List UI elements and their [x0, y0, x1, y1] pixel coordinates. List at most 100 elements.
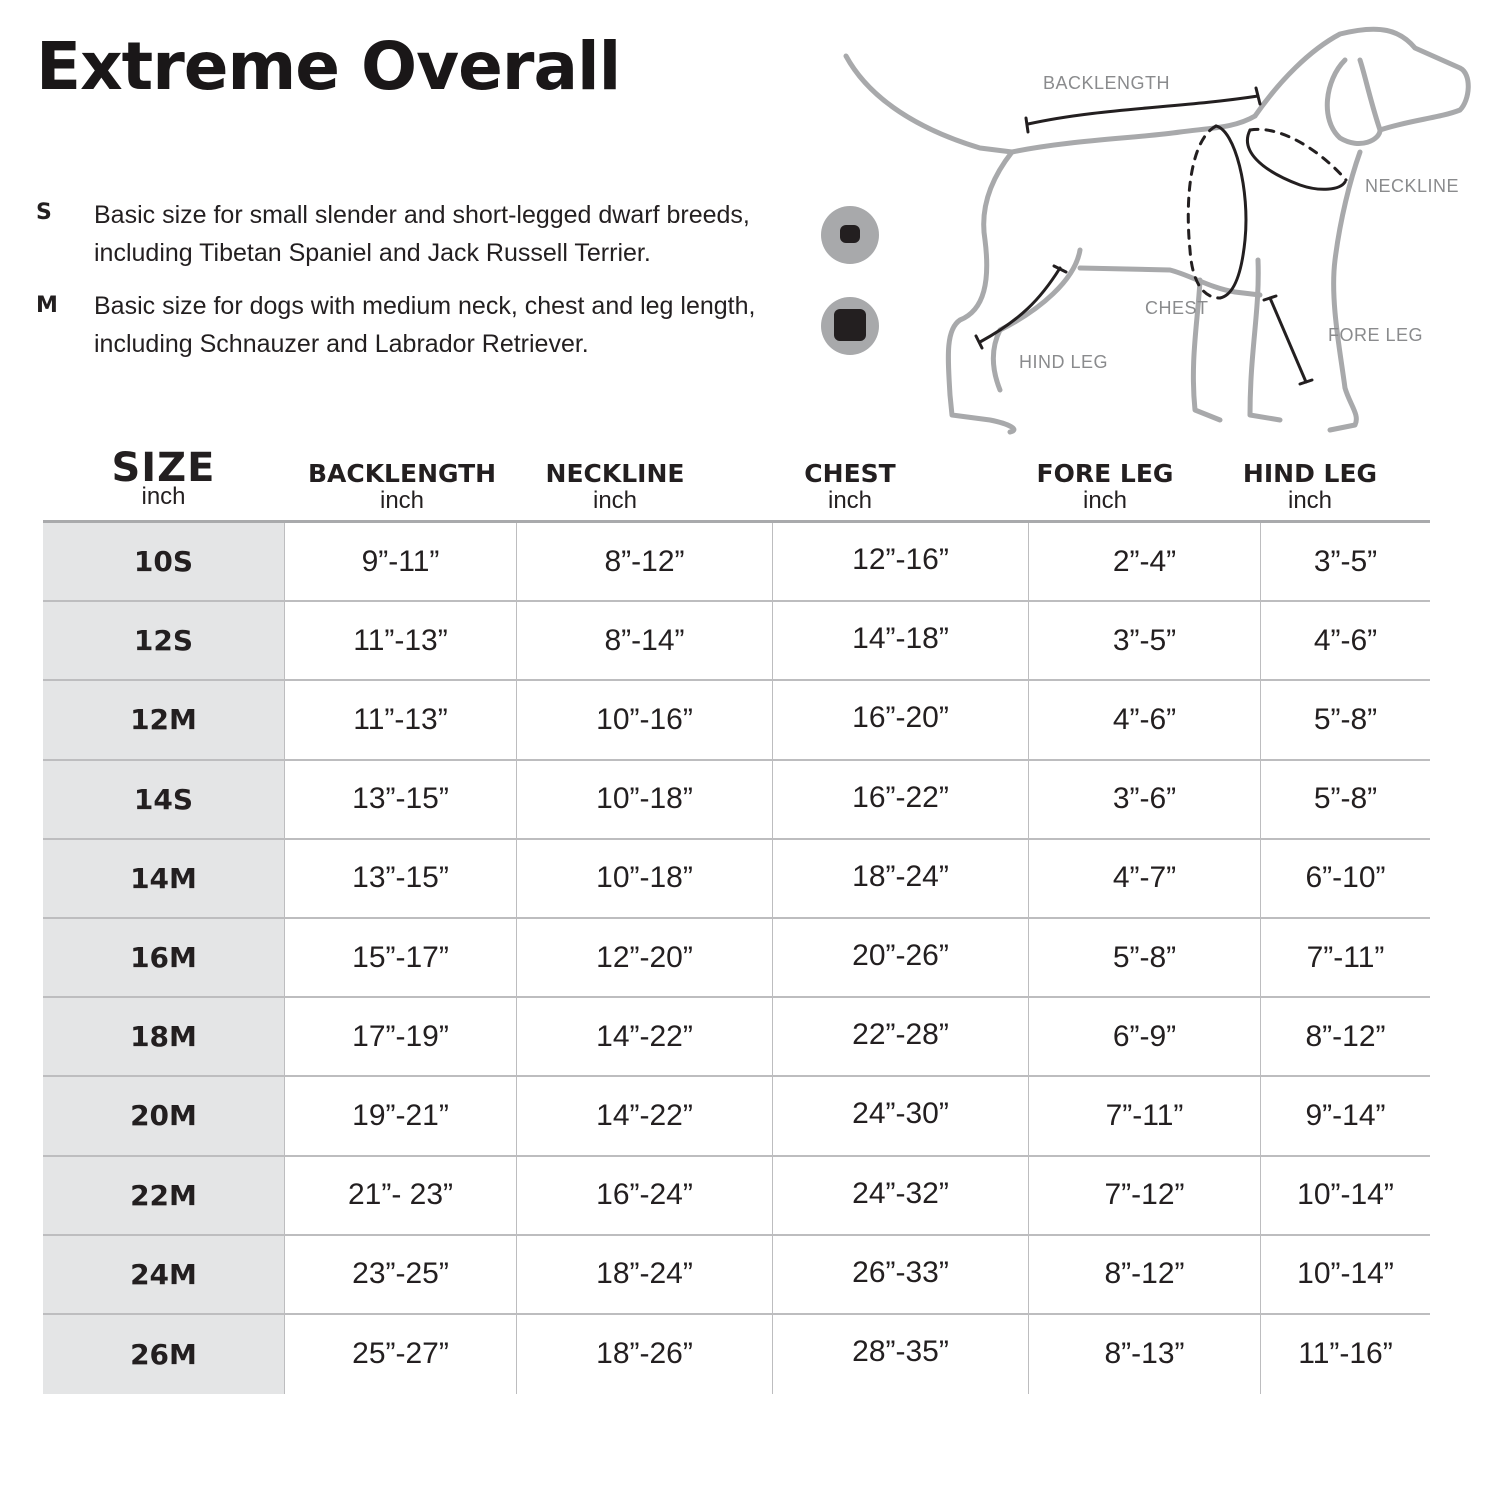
- cell-size: 12M: [43, 681, 284, 759]
- cell-chest: 12”-16”: [772, 523, 1028, 601]
- size-description: Basic size for dogs with medium neck, ch…: [94, 287, 814, 363]
- header-unit: inch: [827, 487, 873, 514]
- cell-backlength: 11”-13”: [284, 681, 516, 759]
- size-code: S: [36, 200, 52, 225]
- cell-backlength: 13”-15”: [284, 760, 516, 838]
- cell-backlength: 23”-25”: [284, 1235, 516, 1313]
- cell-size: 24M: [43, 1235, 284, 1313]
- medium-fit-icon: [821, 297, 879, 355]
- label-backlength: BACKLENGTH: [1043, 73, 1171, 93]
- cell-size: 10S: [43, 523, 284, 601]
- cell-fore-leg: 2”-4”: [1028, 523, 1260, 601]
- header-backlength: BACKLENGTH inch: [284, 440, 520, 514]
- cell-fore-leg: 7”-11”: [1028, 1077, 1260, 1155]
- cell-fore-leg: 8”-12”: [1028, 1235, 1260, 1313]
- header-neckline: NECKLINE inch: [520, 440, 710, 514]
- table-row: 22M 21”- 23” 16”-24” 24”-32” 7”-12” 10”-…: [43, 1156, 1430, 1236]
- cell-size: 20M: [43, 1077, 284, 1155]
- header-unit: inch: [1082, 487, 1128, 514]
- table-row: 20M 19”-21” 14”-22” 24”-30” 7”-11” 9”-14…: [43, 1077, 1430, 1157]
- header-label: CHEST: [804, 459, 896, 488]
- header-label: HIND LEG: [1242, 459, 1378, 488]
- size-code: M: [36, 293, 58, 318]
- description-line: Basic size for dogs with medium neck, ch…: [94, 292, 756, 320]
- cell-backlength: 9”-11”: [284, 523, 516, 601]
- cell-hind-leg: 4”-6”: [1260, 602, 1430, 680]
- cell-neckline: 18”-26”: [516, 1314, 772, 1395]
- header-label: NECKLINE: [545, 459, 685, 488]
- cell-neckline: 10”-18”: [516, 760, 772, 838]
- cell-fore-leg: 4”-6”: [1028, 681, 1260, 759]
- table-row: 24M 23”-25” 18”-24” 26”-33” 8”-12” 10”-1…: [43, 1235, 1430, 1315]
- cell-size: 16M: [43, 918, 284, 997]
- cell-fore-leg: 6”-9”: [1028, 998, 1260, 1076]
- table-row: 16M 15”-17” 12”-20” 20”-26” 5”-8” 7”-11”: [43, 918, 1430, 999]
- cell-hind-leg: 3”-5”: [1260, 523, 1430, 601]
- table-row: 12S 11”-13” 8”-14” 14”-18” 3”-5” 4”-6”: [43, 602, 1430, 682]
- cell-fore-leg: 7”-12”: [1028, 1156, 1260, 1234]
- table-row: 14S 13”-15” 10”-18” 16”-22” 3”-6” 5”-8”: [43, 760, 1430, 840]
- cell-size: 18M: [43, 998, 284, 1076]
- cell-hind-leg: 5”-8”: [1260, 681, 1430, 759]
- cell-backlength: 25”-27”: [284, 1314, 516, 1395]
- cell-backlength: 11”-13”: [284, 602, 516, 680]
- cell-hind-leg: 11”-16”: [1260, 1314, 1430, 1395]
- cell-neckline: 8”-14”: [516, 602, 772, 680]
- dog-measurement-diagram: BACKLENGTH NECKLINE CHEST FORE LEG HIND …: [840, 20, 1490, 440]
- label-neckline: NECKLINE: [1365, 176, 1460, 196]
- table-body: 10S 9”-11” 8”-12” 12”-16” 2”-4” 3”-5” 12…: [43, 523, 1430, 1395]
- table-row: 10S 9”-11” 8”-12” 12”-16” 2”-4” 3”-5”: [43, 523, 1430, 603]
- size-description: Basic size for small slender and short-l…: [94, 196, 814, 272]
- header-label: SIZE: [111, 445, 216, 491]
- cell-size: 26M: [43, 1314, 284, 1395]
- cell-hind-leg: 10”-14”: [1260, 1235, 1430, 1313]
- table-header: SIZE inch BACKLENGTH inch NECKLINE inch …: [43, 440, 1430, 523]
- cell-size: 14M: [43, 839, 284, 917]
- page-title: Extreme Overall: [36, 28, 621, 105]
- header-unit: inch: [1287, 487, 1333, 514]
- cell-backlength: 21”- 23”: [284, 1156, 516, 1234]
- header-fore-leg: FORE LEG inch: [1010, 440, 1200, 514]
- cell-backlength: 19”-21”: [284, 1077, 516, 1155]
- cell-backlength: 17”-19”: [284, 998, 516, 1076]
- header-chest: CHEST inch: [755, 440, 945, 514]
- cell-neckline: 10”-18”: [516, 839, 772, 917]
- cell-neckline: 18”-24”: [516, 1235, 772, 1313]
- header-hind-leg: HIND LEG inch: [1215, 440, 1405, 514]
- header-label: BACKLENGTH: [307, 459, 497, 488]
- size-chart-table: SIZE inch BACKLENGTH inch NECKLINE inch …: [43, 440, 1430, 1395]
- label-hind-leg: HIND LEG: [1019, 352, 1109, 372]
- cell-neckline: 14”-22”: [516, 998, 772, 1076]
- description-line: Basic size for small slender and short-l…: [94, 201, 750, 229]
- table-row: 12M 11”-13” 10”-16” 16”-20” 4”-6” 5”-8”: [43, 681, 1430, 761]
- table-row: 18M 17”-19” 14”-22” 22”-28” 6”-9” 8”-12”: [43, 998, 1430, 1078]
- dog-outline-icon: [843, 26, 1471, 435]
- label-chest: CHEST: [1145, 298, 1209, 318]
- description-line: including Tibetan Spaniel and Jack Russe…: [94, 239, 651, 267]
- cell-fore-leg: 3”-6”: [1028, 760, 1260, 838]
- cell-hind-leg: 8”-12”: [1260, 998, 1430, 1076]
- cell-hind-leg: 7”-11”: [1260, 918, 1430, 997]
- cell-chest: 26”-33”: [772, 1235, 1028, 1313]
- header-size: SIZE inch: [43, 440, 284, 510]
- cell-chest: 14”-18”: [772, 602, 1028, 680]
- cell-fore-leg: 4”-7”: [1028, 839, 1260, 917]
- cell-hind-leg: 9”-14”: [1260, 1077, 1430, 1155]
- cell-chest: 16”-22”: [772, 760, 1028, 838]
- table-row: 26M 25”-27” 18”-26” 28”-35” 8”-13” 11”-1…: [43, 1314, 1430, 1395]
- cell-neckline: 12”-20”: [516, 918, 772, 997]
- cell-chest: 24”-30”: [772, 1077, 1028, 1155]
- description-line: including Schnauzer and Labrador Retriev…: [94, 330, 589, 358]
- cell-chest: 22”-28”: [772, 998, 1028, 1076]
- cell-size: 22M: [43, 1156, 284, 1234]
- header-label: FORE LEG: [1036, 459, 1174, 488]
- cell-hind-leg: 10”-14”: [1260, 1156, 1430, 1234]
- cell-size: 12S: [43, 602, 284, 680]
- cell-chest: 18”-24”: [772, 839, 1028, 917]
- cell-fore-leg: 3”-5”: [1028, 602, 1260, 680]
- cell-chest: 24”-32”: [772, 1156, 1028, 1234]
- cell-neckline: 16”-24”: [516, 1156, 772, 1234]
- cell-backlength: 13”-15”: [284, 839, 516, 917]
- cell-chest: 16”-20”: [772, 681, 1028, 759]
- label-fore-leg: FORE LEG: [1328, 325, 1424, 345]
